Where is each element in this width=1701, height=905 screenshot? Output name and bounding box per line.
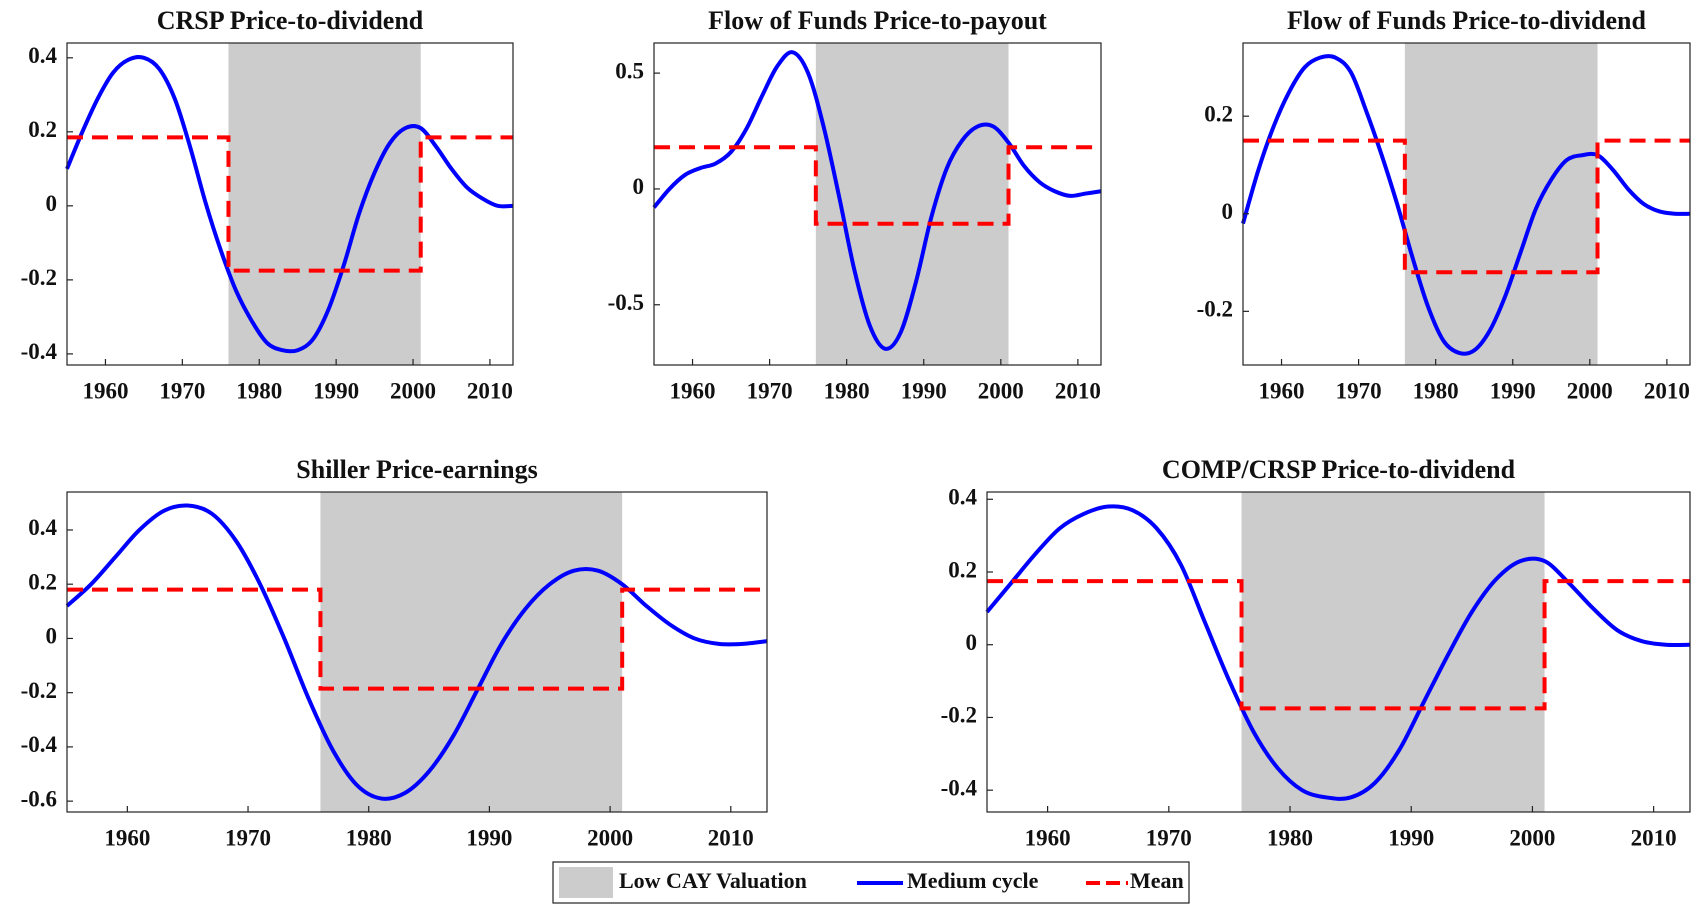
x-tick-label: 1960 (1259, 378, 1305, 403)
y-tick-label: -0.2 (1197, 297, 1233, 322)
x-tick-label: 2000 (1567, 378, 1613, 403)
x-tick-label: 1970 (1336, 378, 1382, 403)
mean-line (67, 135, 513, 273)
x-tick-label: 2010 (708, 825, 754, 850)
x-tick-label: 1990 (1388, 825, 1434, 850)
y-tick-label: 0 (633, 174, 645, 199)
y-tick-label: -0.4 (21, 732, 58, 757)
y-tick-label: 0.5 (615, 58, 644, 83)
y-tick-label: -0.4 (941, 775, 978, 800)
chart-title: Shiller Price-earnings (296, 455, 537, 484)
shaded-region (228, 43, 421, 365)
x-tick-label: 2010 (1644, 378, 1690, 403)
x-tick-label: 1970 (159, 378, 205, 403)
x-tick-label: 1980 (1413, 378, 1459, 403)
y-tick-label: -0.5 (608, 290, 644, 315)
x-tick-label: 1970 (1146, 825, 1192, 850)
axes-box (986, 491, 1691, 813)
legend: Low CAY Valuation Medium cycle Mean (552, 861, 1190, 904)
y-tick-label: 0 (966, 630, 978, 655)
chart-title: COMP/CRSP Price-to-dividend (1162, 455, 1516, 484)
chart-title: CRSP Price-to-dividend (157, 6, 424, 35)
x-tick-label: 2010 (1055, 378, 1101, 403)
shaded-region (320, 492, 623, 812)
y-tick-label: 0 (46, 624, 58, 649)
y-tick-label: 0.2 (948, 557, 977, 582)
x-tick-label: 1960 (670, 378, 716, 403)
x-tick-label: 2000 (1509, 825, 1555, 850)
x-tick-label: 1980 (1267, 825, 1313, 850)
x-tick-label: 1980 (824, 378, 870, 403)
x-tick-label: 2010 (467, 378, 513, 403)
legend-label: Low CAY Valuation (619, 868, 807, 893)
y-tick-label: -0.2 (21, 265, 57, 290)
y-tick-label: -0.6 (21, 786, 57, 811)
cycle-line (652, 50, 1102, 351)
legend-label: Mean (1130, 868, 1184, 893)
y-tick-label: -0.4 (21, 339, 58, 364)
mean-line (987, 579, 1690, 711)
y-tick-label: -0.2 (21, 678, 57, 703)
y-tick-label: -0.2 (941, 703, 977, 728)
x-tick-label: 1970 (225, 825, 271, 850)
x-tick-label: 1990 (313, 378, 359, 403)
shaded-region (1241, 492, 1545, 812)
axes-box (66, 42, 514, 366)
y-tick-label: 0.4 (28, 515, 57, 540)
cycle-line (1241, 54, 1691, 356)
shaded-region (815, 43, 1009, 365)
axes-box (1242, 42, 1691, 366)
x-tick-label: 1960 (82, 378, 128, 403)
x-tick-label: 1970 (747, 378, 793, 403)
cycle-line (985, 504, 1691, 801)
x-tick-label: 1960 (104, 825, 150, 850)
x-tick-label: 1990 (901, 378, 947, 403)
x-tick-label: 1980 (346, 825, 392, 850)
x-tick-label: 1960 (1025, 825, 1071, 850)
cycle-line (65, 55, 514, 354)
x-tick-label: 1990 (466, 825, 512, 850)
axes-box (653, 42, 1102, 366)
cycle-line (65, 503, 768, 801)
y-tick-label: 0 (46, 191, 58, 216)
chart-title: Flow of Funds Price-to-payout (708, 6, 1047, 35)
chart-title: Flow of Funds Price-to-dividend (1287, 6, 1646, 35)
y-tick-label: 0.2 (28, 569, 57, 594)
x-tick-label: 1980 (236, 378, 282, 403)
x-tick-label: 2010 (1631, 825, 1677, 850)
x-tick-label: 2000 (978, 378, 1024, 403)
mean-line (1243, 138, 1690, 275)
y-tick-label: 0.2 (28, 117, 57, 142)
mean-line (654, 145, 1101, 226)
x-tick-label: 2000 (390, 378, 436, 403)
x-tick-label: 2000 (587, 825, 633, 850)
legend-label: Medium cycle (907, 868, 1039, 893)
y-tick-label: 0.4 (28, 43, 57, 68)
y-tick-label: 0.4 (948, 485, 977, 510)
axes-box (66, 491, 768, 813)
y-tick-label: 0.2 (1204, 101, 1233, 126)
y-tick-label: 0 (1222, 199, 1234, 224)
x-tick-label: 1990 (1490, 378, 1536, 403)
mean-line (67, 587, 767, 691)
legend-swatch (559, 867, 613, 898)
